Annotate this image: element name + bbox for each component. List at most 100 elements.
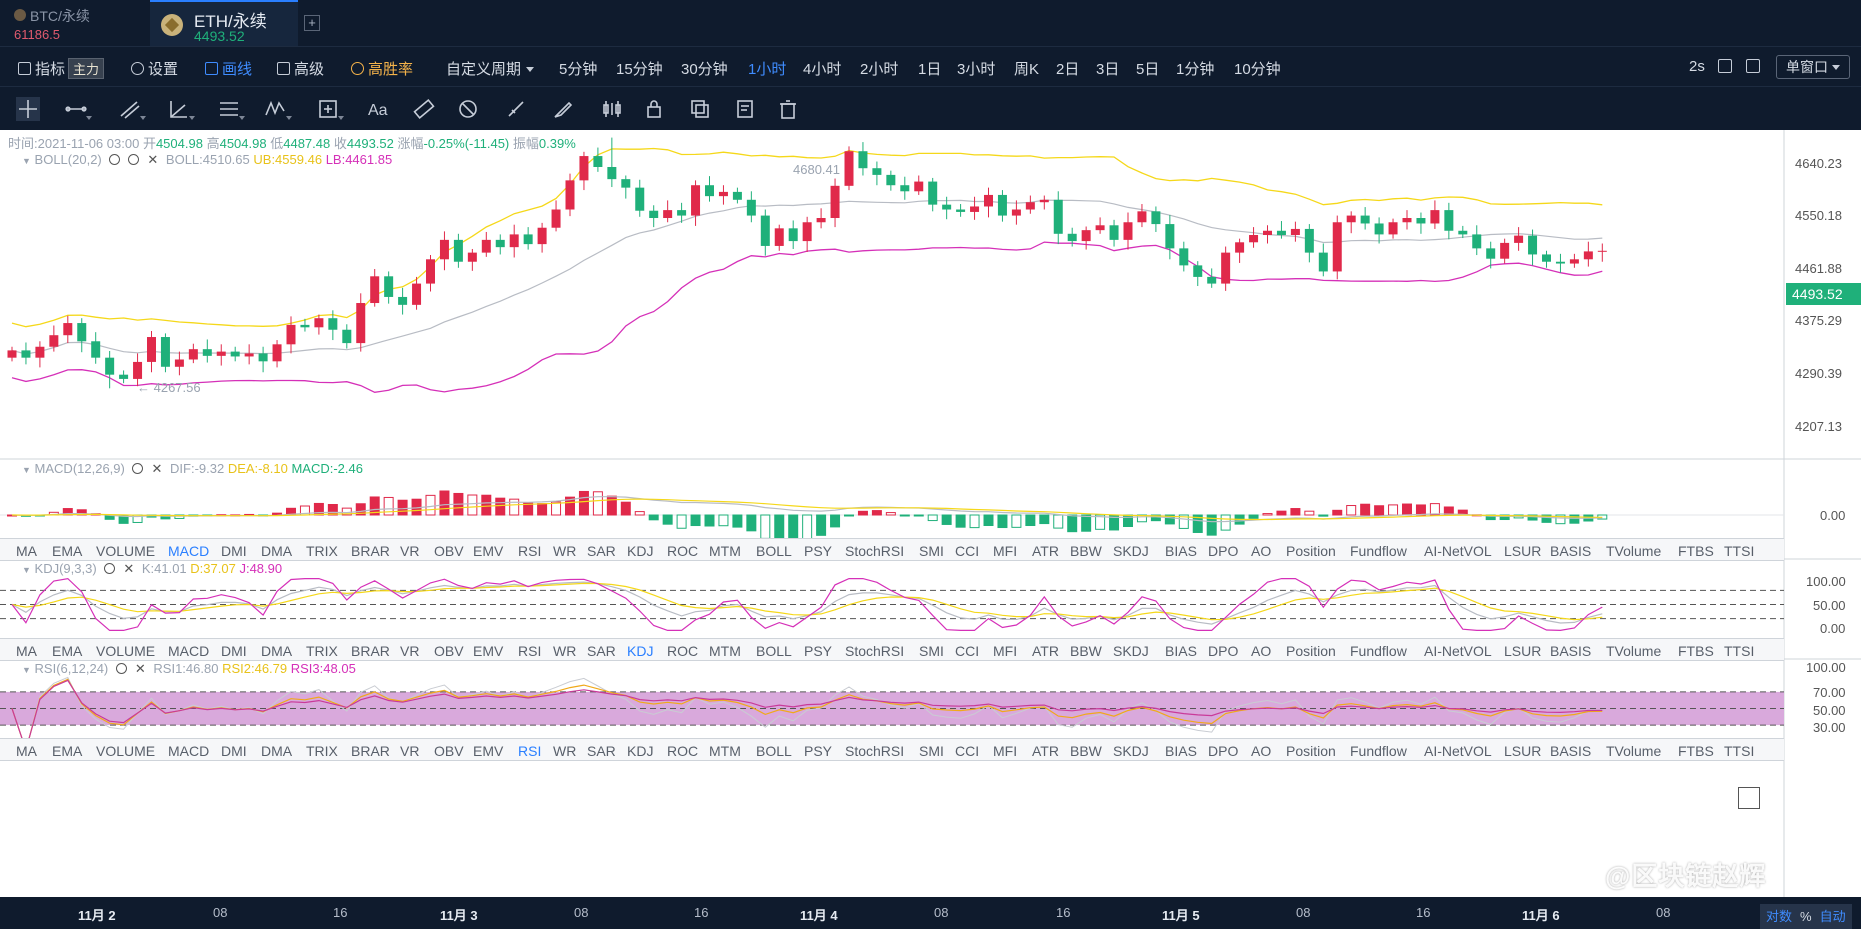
indicator-tab-psy[interactable]: PSY	[804, 543, 833, 559]
indicator-tab-skdj[interactable]: SKDJ	[1113, 543, 1149, 559]
settings-button[interactable]: 设置	[131, 58, 178, 79]
period-week[interactable]: 周K	[1014, 61, 1040, 78]
indicator-tab-boll[interactable]: BOLL	[756, 643, 792, 659]
chart-canvas[interactable]	[0, 130, 1861, 929]
brush-icon[interactable]	[551, 97, 575, 121]
indicator-tab-stochrsi[interactable]: StochRSI	[845, 543, 905, 559]
indicator-tab-ftbs[interactable]: FTBS	[1678, 543, 1714, 559]
close-icon[interactable]: ✕	[151, 461, 163, 476]
indicator-tab-vr[interactable]: VR	[400, 743, 420, 759]
indicator-tab-mtm[interactable]: MTM	[709, 743, 741, 759]
indicator-tab-psy[interactable]: PSY	[804, 643, 833, 659]
indicator-tab-macd[interactable]: MACD	[168, 643, 210, 659]
indicator-tab-basis[interactable]: BASIS	[1550, 743, 1592, 759]
period-30m[interactable]: 30分钟	[681, 61, 728, 78]
indicator-tab-brar[interactable]: BRAR	[351, 543, 390, 559]
ray-lines-icon[interactable]	[118, 97, 146, 121]
indicator-tab-skdj[interactable]: SKDJ	[1113, 743, 1149, 759]
indicator-tab-obv[interactable]: OBV	[434, 643, 464, 659]
gear-icon[interactable]	[132, 463, 144, 474]
indicator-tab-emv[interactable]: EMV	[473, 743, 504, 759]
scale-mode-bar[interactable]: 对数% 自动	[1760, 904, 1852, 929]
indicator-tab-brar[interactable]: BRAR	[351, 643, 390, 659]
indicator-tab-sar[interactable]: SAR	[587, 543, 616, 559]
indicator-tab-smi[interactable]: SMI	[919, 543, 944, 559]
indicator-tab-wr[interactable]: WR	[553, 543, 577, 559]
window-mode-dropdown[interactable]: 单窗口	[1776, 55, 1850, 79]
ruler-icon[interactable]	[412, 97, 436, 121]
indicator-tab-roc[interactable]: ROC	[667, 543, 699, 559]
indicator-tab-ftbs[interactable]: FTBS	[1678, 743, 1714, 759]
note-icon[interactable]	[733, 97, 757, 121]
indicator-tab-obv[interactable]: OBV	[434, 543, 464, 559]
indicator-tab-tvolume[interactable]: TVolume	[1606, 743, 1662, 759]
indicator-tab-volume[interactable]: VOLUME	[96, 643, 156, 659]
gear-icon[interactable]	[128, 154, 140, 165]
indicator-tab-cci[interactable]: CCI	[955, 543, 980, 559]
indicator-tab-bbw[interactable]: BBW	[1070, 543, 1102, 559]
indicator-tab-kdj[interactable]: KDJ	[627, 543, 654, 559]
indicator-tab-stochrsi[interactable]: StochRSI	[845, 743, 905, 759]
pen-icon[interactable]	[504, 97, 528, 121]
custom-period-dropdown[interactable]: 自定义周期	[446, 58, 535, 79]
indicator-tab-sar[interactable]: SAR	[587, 743, 616, 759]
period-2d[interactable]: 2日	[1056, 61, 1080, 78]
indicator-tab-dma[interactable]: DMA	[261, 643, 293, 659]
auto-scale-toggle[interactable]: 自动	[1819, 909, 1846, 924]
chart-area[interactable]: 时间:2021-11-06 03:00 开4504.98 高4504.98 低4…	[0, 130, 1861, 929]
indicator-tab-dpo[interactable]: DPO	[1208, 643, 1239, 659]
indicator-tab-roc[interactable]: ROC	[667, 643, 699, 659]
indicator-tab-basis[interactable]: BASIS	[1550, 543, 1592, 559]
indicator-tab-emv[interactable]: EMV	[473, 543, 504, 559]
indicator-tab-macd[interactable]: MACD	[168, 543, 210, 559]
gear-icon[interactable]	[115, 663, 127, 674]
indicator-button[interactable]: 指标 主力	[18, 58, 105, 79]
indicator-tab-ema[interactable]: EMA	[52, 543, 83, 559]
indicator-tab-atr[interactable]: ATR	[1032, 643, 1059, 659]
indicator-tab-wr[interactable]: WR	[553, 743, 577, 759]
eye-icon[interactable]	[109, 154, 121, 165]
indicator-tab-dpo[interactable]: DPO	[1208, 543, 1239, 559]
indicator-tab-vr[interactable]: VR	[400, 643, 420, 659]
indicator-tab-lsur[interactable]: LSUR	[1504, 543, 1542, 559]
indicator-tab-ma[interactable]: MA	[16, 743, 37, 759]
tab-eth[interactable]: ETH/永续 4493.52	[150, 0, 298, 46]
indicator-tab-bbw[interactable]: BBW	[1070, 643, 1102, 659]
indicator-tab-dmi[interactable]: DMI	[221, 643, 247, 659]
indicator-tab-dmi[interactable]: DMI	[221, 543, 247, 559]
parallel-lines-icon[interactable]	[217, 97, 245, 121]
indicator-tab-mfi[interactable]: MFI	[993, 543, 1018, 559]
wave-icon[interactable]	[264, 97, 292, 121]
indicator-tab-rsi[interactable]: RSI	[518, 743, 542, 759]
indicator-tab-ao[interactable]: AO	[1251, 743, 1272, 759]
close-icon[interactable]: ✕	[147, 152, 159, 167]
period-3h[interactable]: 3小时	[957, 61, 996, 78]
period-2h[interactable]: 2小时	[860, 61, 899, 78]
log-scale-toggle[interactable]: 对数	[1766, 909, 1793, 924]
period-10m[interactable]: 10分钟	[1234, 61, 1281, 78]
popout-icon[interactable]	[1746, 59, 1760, 73]
indicator-tab-bias[interactable]: BIAS	[1165, 543, 1197, 559]
indicator-tab-trix[interactable]: TRIX	[306, 543, 338, 559]
draw-button[interactable]: 画线	[205, 58, 252, 79]
indicator-tab-bias[interactable]: BIAS	[1165, 743, 1197, 759]
period-3d[interactable]: 3日	[1096, 61, 1120, 78]
indicator-tab-volume[interactable]: VOLUME	[96, 743, 156, 759]
indicator-tab-mfi[interactable]: MFI	[993, 743, 1018, 759]
indicator-tab-ai-netvol[interactable]: AI-NetVOL	[1424, 743, 1492, 759]
crosshair-icon[interactable]	[16, 97, 40, 121]
period-4h[interactable]: 4小时	[803, 61, 842, 78]
trash-icon[interactable]	[776, 97, 800, 121]
tab-btc[interactable]: BTC/永续 61186.5	[0, 0, 148, 46]
fib-icon[interactable]	[456, 97, 480, 121]
indicator-tab-stochrsi[interactable]: StochRSI	[845, 643, 905, 659]
indicator-tab-position[interactable]: Position	[1286, 543, 1336, 559]
indicator-tab-ftbs[interactable]: FTBS	[1678, 643, 1714, 659]
indicator-tab-roc[interactable]: ROC	[667, 743, 699, 759]
indicator-tab-wr[interactable]: WR	[553, 643, 577, 659]
indicator-tab-cci[interactable]: CCI	[955, 743, 980, 759]
indicator-tab-ttsi[interactable]: TTSI	[1724, 743, 1755, 759]
indicator-tab-dma[interactable]: DMA	[261, 743, 293, 759]
indicator-tab-dma[interactable]: DMA	[261, 543, 293, 559]
horizontal-line-icon[interactable]	[64, 97, 92, 121]
